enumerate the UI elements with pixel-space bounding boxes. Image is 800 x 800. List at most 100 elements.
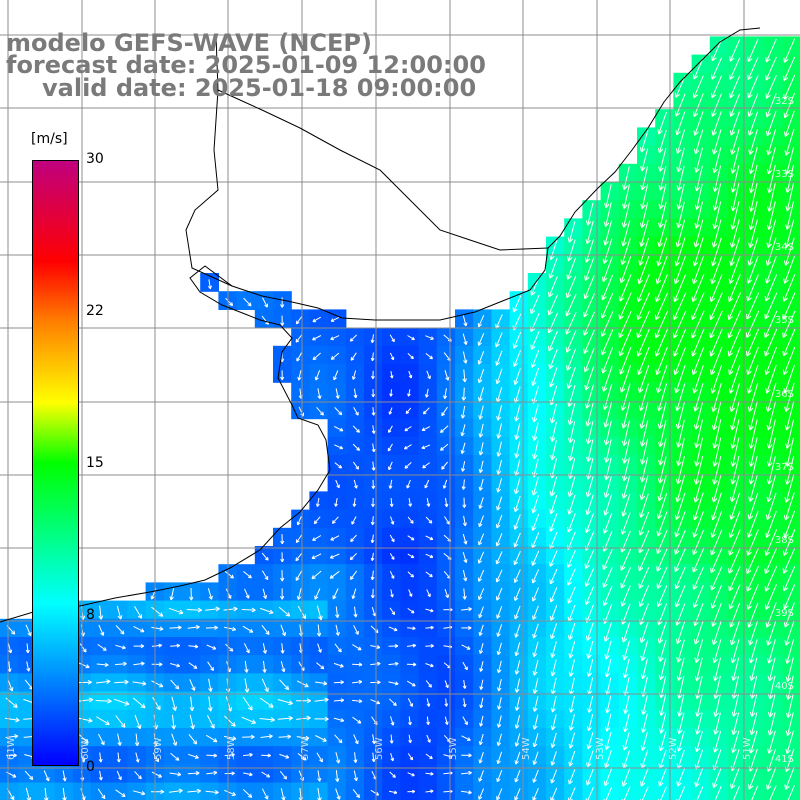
wind-arrow	[602, 365, 613, 392]
wind-arrow	[96, 662, 109, 667]
wind-arrow	[330, 352, 340, 360]
wind-arrow	[513, 569, 521, 583]
wind-arrow	[691, 310, 705, 339]
wind-arrow	[370, 516, 375, 526]
wind-arrow	[693, 584, 704, 608]
wind-arrow	[675, 129, 685, 154]
wind-arrow	[655, 255, 668, 285]
wind-arrow	[425, 663, 434, 668]
wind-arrow	[370, 552, 375, 562]
wind-arrow	[636, 310, 650, 339]
wind-arrow	[567, 239, 576, 262]
wind-arrow	[115, 625, 125, 635]
wind-arrow	[388, 461, 393, 471]
wind-arrow	[747, 38, 759, 62]
wind-arrow	[426, 498, 431, 507]
wind-arrow	[316, 605, 323, 621]
wind-arrow	[549, 367, 558, 388]
wind-arrow	[729, 75, 741, 99]
wind-arrow	[766, 129, 777, 156]
wind-arrow	[151, 606, 164, 617]
wind-arrow	[151, 626, 164, 631]
wind-arrow	[640, 731, 649, 751]
wind-arrow	[223, 606, 238, 612]
wind-arrow	[658, 147, 667, 172]
wind-arrow	[713, 694, 721, 717]
wind-arrow	[786, 675, 794, 700]
wind-arrow	[242, 772, 253, 777]
wind-arrow	[98, 605, 104, 620]
wind-arrow	[496, 715, 502, 728]
wind-arrow	[767, 639, 776, 664]
wind-arrow	[747, 602, 759, 628]
wind-arrow	[695, 712, 703, 735]
wind-arrow	[496, 423, 502, 439]
wind-arrow	[205, 789, 219, 795]
wind-arrow	[477, 569, 485, 582]
wind-arrow	[748, 767, 759, 790]
wind-arrow	[532, 714, 539, 730]
wind-arrow	[242, 734, 255, 740]
wind-arrow	[602, 238, 613, 264]
wind-arrow	[280, 370, 285, 381]
lon-label: 57W	[300, 737, 311, 760]
wind-arrow	[585, 586, 595, 605]
wind-arrow	[747, 383, 759, 412]
wind-arrow	[713, 657, 721, 682]
wind-arrow	[603, 476, 612, 498]
wind-arrow	[279, 770, 287, 780]
wind-arrow	[747, 256, 759, 284]
wind-arrow	[710, 584, 723, 609]
lat-label: 33S	[775, 169, 794, 180]
wind-arrow	[223, 735, 237, 741]
wind-arrow	[462, 551, 468, 563]
wind-arrow	[514, 733, 521, 747]
wind-arrow	[408, 498, 413, 507]
wind-arrow	[549, 587, 558, 603]
wind-arrow	[784, 383, 795, 412]
wind-arrow	[765, 38, 777, 63]
wind-arrow	[638, 511, 650, 536]
wind-arrow	[638, 530, 650, 554]
wind-arrow	[566, 549, 576, 568]
wind-arrow	[371, 443, 376, 453]
wind-arrow	[694, 731, 703, 752]
wind-arrow	[784, 128, 795, 156]
wind-arrow	[674, 511, 686, 538]
wind-arrow	[370, 534, 375, 544]
wind-arrow	[134, 714, 142, 730]
wind-arrow	[7, 678, 14, 692]
wind-arrow	[296, 715, 311, 721]
wind-arrow	[766, 620, 777, 646]
wind-arrow	[767, 694, 776, 718]
wind-arrow	[388, 626, 398, 632]
wind-arrow	[330, 316, 340, 322]
lat-label: 37S	[775, 462, 794, 473]
wind-arrow	[729, 39, 741, 62]
wind-arrow	[727, 292, 741, 321]
wind-arrow	[462, 369, 467, 383]
wind-arrow	[241, 716, 256, 724]
wind-arrow	[315, 681, 328, 686]
wind-arrow	[748, 639, 758, 664]
wind-arrow	[746, 565, 759, 592]
wind-arrow	[479, 697, 484, 709]
wind-arrow	[479, 715, 484, 727]
wind-arrow	[260, 734, 273, 739]
wind-arrow	[567, 513, 576, 533]
wind-arrow	[295, 552, 303, 562]
wind-arrow	[316, 406, 324, 416]
wind-arrow	[711, 219, 722, 248]
wind-arrow	[514, 587, 521, 601]
wind-arrow	[495, 551, 503, 565]
wind-arrow	[334, 643, 342, 653]
wind-arrow	[426, 698, 431, 707]
wind-arrow	[514, 605, 521, 620]
wind-arrow	[585, 402, 594, 427]
wind-arrow	[113, 698, 130, 706]
wind-arrow	[389, 534, 395, 543]
wind-arrow	[259, 717, 275, 723]
wind-arrow	[259, 697, 274, 708]
wind-arrow	[655, 274, 668, 302]
